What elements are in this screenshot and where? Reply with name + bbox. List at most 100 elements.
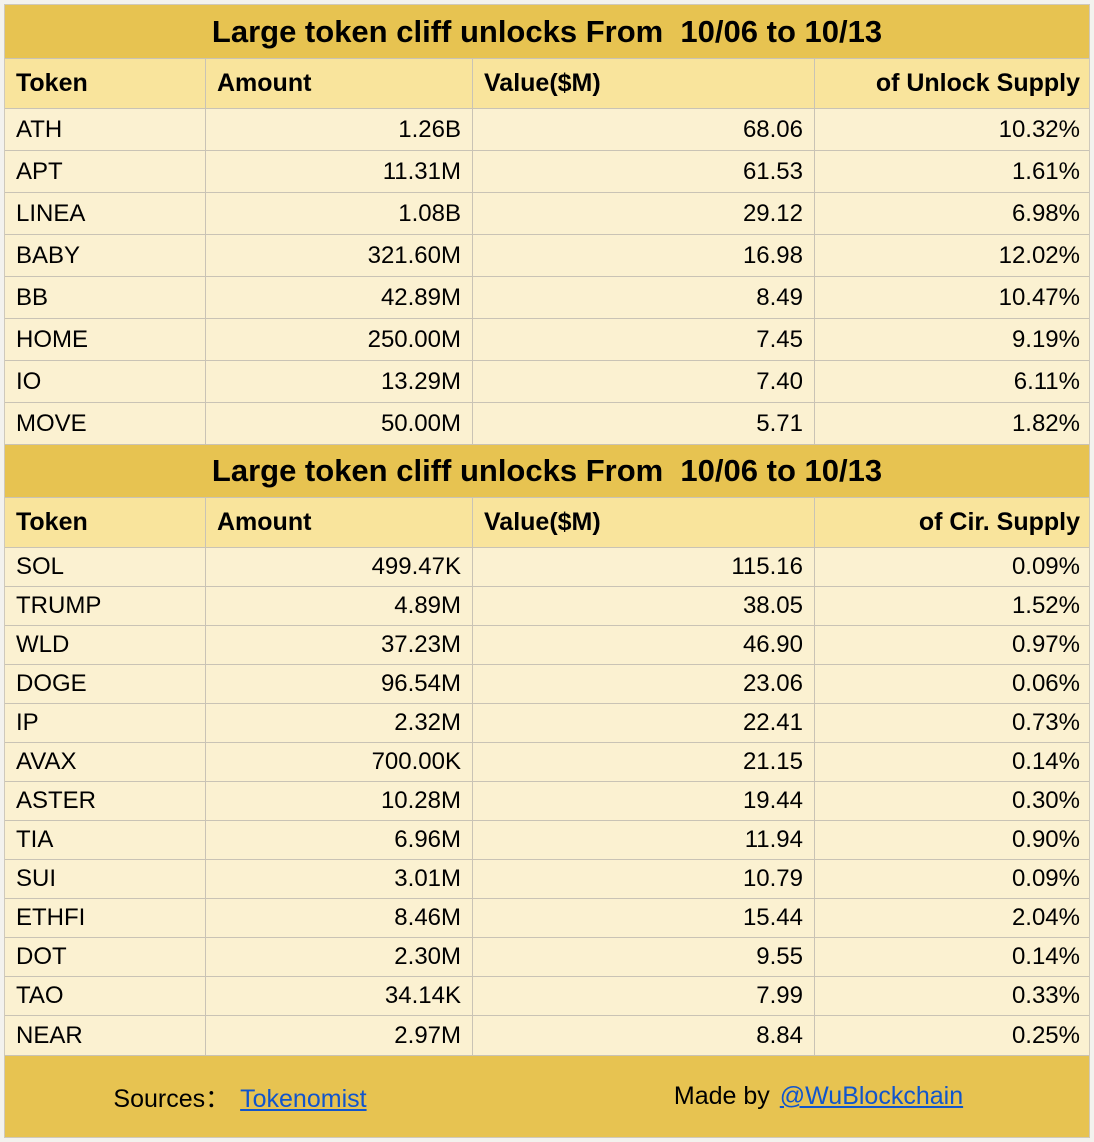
token-cell: BB bbox=[16, 283, 49, 311]
value-cell: 21.15 bbox=[472, 743, 814, 781]
table-row: WLD 37.23M 46.90 0.97% bbox=[5, 626, 1089, 665]
table-row: AVAX 700.00K 21.15 0.14% bbox=[5, 743, 1089, 782]
table-row: APT 11.31M 61.53 1.61% bbox=[5, 151, 1089, 193]
token-cell: IO bbox=[16, 367, 42, 395]
unlock-supply-table: Large token cliff unlocks From 10/06 to … bbox=[5, 5, 1089, 445]
amount-cell: 2.97M bbox=[205, 1016, 472, 1055]
unlock-tables-sheet: Large token cliff unlocks From 10/06 to … bbox=[4, 4, 1090, 1138]
amount-cell: 4.89M bbox=[205, 587, 472, 625]
table-row: ATH 1.26B 68.06 10.32% bbox=[5, 109, 1089, 151]
table1-title: Large token cliff unlocks From 10/06 to … bbox=[5, 5, 1089, 59]
percent-cell: 0.30% bbox=[814, 782, 1089, 820]
value-cell: 29.12 bbox=[472, 193, 814, 234]
amount-cell: 3.01M bbox=[205, 860, 472, 898]
token-cell: DOGE bbox=[16, 670, 87, 697]
amount-cell: 499.47K bbox=[205, 548, 472, 586]
percent-cell: 0.90% bbox=[814, 821, 1089, 859]
percent-cell: 0.09% bbox=[814, 548, 1089, 586]
percent-cell: 0.06% bbox=[814, 665, 1089, 703]
percent-cell: 1.52% bbox=[814, 587, 1089, 625]
percent-cell: 0.14% bbox=[814, 743, 1089, 781]
percent-cell: 9.19% bbox=[814, 319, 1089, 360]
token-cell: SOL bbox=[16, 553, 65, 580]
amount-cell: 6.96M bbox=[205, 821, 472, 859]
tokenomist-link[interactable]: Tokenomist bbox=[240, 1084, 367, 1113]
table-row: ETHFI 8.46M 15.44 2.04% bbox=[5, 899, 1089, 938]
value-cell: 19.44 bbox=[472, 782, 814, 820]
value-cell: 22.41 bbox=[472, 704, 814, 742]
percent-cell: 0.33% bbox=[814, 977, 1089, 1015]
value-cell: 7.45 bbox=[472, 319, 814, 360]
value-cell: 7.40 bbox=[472, 361, 814, 402]
amount-cell: 1.26B bbox=[205, 109, 472, 150]
table-row: HOME 250.00M 7.45 9.19% bbox=[5, 319, 1089, 361]
value-cell: 16.98 bbox=[472, 235, 814, 276]
percent-cell: 2.04% bbox=[814, 899, 1089, 937]
table-row: SOL 499.47K 115.16 0.09% bbox=[5, 548, 1089, 587]
table1-header-unlock-supply: of Unlock Supply bbox=[814, 59, 1089, 108]
table-row: BB 42.89M 8.49 10.47% bbox=[5, 277, 1089, 319]
amount-cell: 11.31M bbox=[205, 151, 472, 192]
amount-cell: 2.32M bbox=[205, 704, 472, 742]
table-row: IP 2.32M 22.41 0.73% bbox=[5, 704, 1089, 743]
value-cell: 61.53 bbox=[472, 151, 814, 192]
token-cell: IP bbox=[16, 709, 39, 736]
amount-cell: 700.00K bbox=[205, 743, 472, 781]
value-cell: 9.55 bbox=[472, 938, 814, 976]
value-cell: 23.06 bbox=[472, 665, 814, 703]
table2-title: Large token cliff unlocks From 10/06 to … bbox=[5, 445, 1089, 498]
cir-supply-table: Large token cliff unlocks From 10/06 to … bbox=[5, 445, 1089, 1055]
amount-cell: 10.28M bbox=[205, 782, 472, 820]
table2-rows: SOL 499.47K 115.16 0.09% TRUMP 4.89M 38.05 1.52… bbox=[5, 548, 1089, 1055]
table2-header-token: Token bbox=[16, 508, 88, 536]
token-cell: TIA bbox=[16, 826, 54, 853]
value-cell: 115.16 bbox=[472, 548, 814, 586]
footer-credit: Made by @WuBlockchain bbox=[548, 1082, 1089, 1111]
value-cell: 7.99 bbox=[472, 977, 814, 1015]
value-cell: 8.49 bbox=[472, 277, 814, 318]
token-cell: BABY bbox=[16, 241, 81, 269]
percent-cell: 10.47% bbox=[814, 277, 1089, 318]
table-row: MOVE 50.00M 5.71 1.82% bbox=[5, 403, 1089, 445]
table-row: IO 13.29M 7.40 6.11% bbox=[5, 361, 1089, 403]
table-row: SUI 3.01M 10.79 0.09% bbox=[5, 860, 1089, 899]
amount-cell: 321.60M bbox=[205, 235, 472, 276]
table2-header-amount: Amount bbox=[205, 498, 472, 547]
table-row: NEAR 2.97M 8.84 0.25% bbox=[5, 1016, 1089, 1055]
percent-cell: 6.11% bbox=[814, 361, 1089, 402]
percent-cell: 12.02% bbox=[814, 235, 1089, 276]
made-by-label: Made by bbox=[673, 1082, 770, 1110]
value-cell: 38.05 bbox=[472, 587, 814, 625]
token-cell: ASTER bbox=[16, 787, 97, 814]
table-row: DOT 2.30M 9.55 0.14% bbox=[5, 938, 1089, 977]
table-row: TIA 6.96M 11.94 0.90% bbox=[5, 821, 1089, 860]
amount-cell: 37.23M bbox=[205, 626, 472, 664]
amount-cell: 1.08B bbox=[205, 193, 472, 234]
token-cell: TAO bbox=[16, 982, 64, 1009]
footer: Sources： Tokenomist Made by @WuBlockchai… bbox=[5, 1055, 1089, 1137]
token-cell: LINEA bbox=[16, 199, 86, 227]
wublockchain-link[interactable]: @WuBlockchain bbox=[779, 1082, 964, 1110]
table-row: DOGE 96.54M 23.06 0.06% bbox=[5, 665, 1089, 704]
table2-header-value: Value($M) bbox=[472, 498, 814, 547]
table2-header-cir-supply: of Cir. Supply bbox=[814, 498, 1089, 547]
table1-header-amount: Amount bbox=[205, 59, 472, 108]
amount-cell: 50.00M bbox=[205, 403, 472, 444]
percent-cell: 10.32% bbox=[814, 109, 1089, 150]
footer-sources: Sources： Tokenomist bbox=[5, 1079, 475, 1115]
sources-label: Sources： bbox=[113, 1084, 231, 1113]
value-cell: 68.06 bbox=[472, 109, 814, 150]
amount-cell: 8.46M bbox=[205, 899, 472, 937]
token-cell: AVAX bbox=[16, 748, 77, 775]
percent-cell: 0.14% bbox=[814, 938, 1089, 976]
percent-cell: 0.73% bbox=[814, 704, 1089, 742]
value-cell: 8.84 bbox=[472, 1016, 814, 1055]
table-row: LINEA 1.08B 29.12 6.98% bbox=[5, 193, 1089, 235]
table-row: BABY 321.60M 16.98 12.02% bbox=[5, 235, 1089, 277]
table1-header-token: Token bbox=[16, 69, 88, 97]
amount-cell: 2.30M bbox=[205, 938, 472, 976]
token-cell: APT bbox=[16, 157, 63, 185]
token-cell: MOVE bbox=[16, 409, 87, 437]
table1-header-value: Value($M) bbox=[472, 59, 814, 108]
